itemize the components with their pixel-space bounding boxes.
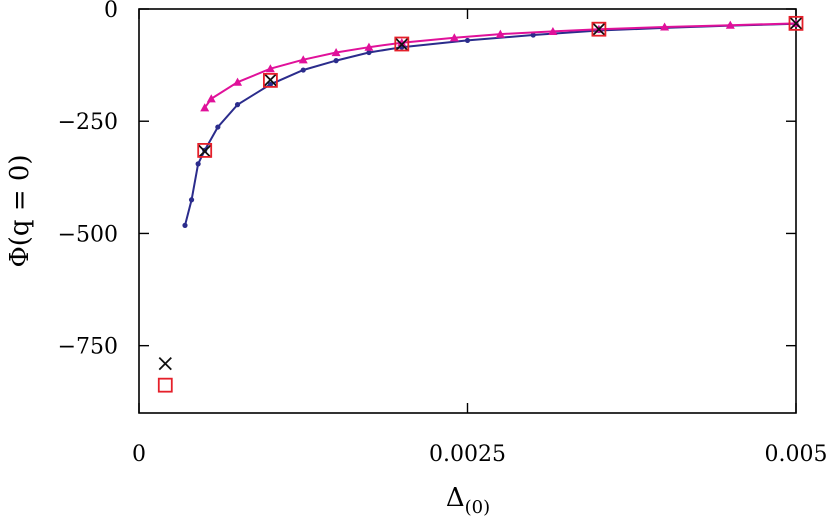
data-point — [200, 103, 210, 112]
data-point — [591, 21, 607, 37]
x-tick-label: 0.0025 — [429, 442, 506, 467]
data-point — [331, 48, 341, 57]
data-point — [195, 161, 201, 167]
data-point — [233, 77, 243, 86]
plot-frame — [138, 8, 797, 414]
series-line — [184, 22, 797, 226]
data-point — [725, 20, 735, 29]
y-tick-label: −500 — [58, 222, 118, 247]
data-point — [197, 142, 213, 158]
data-point — [788, 15, 804, 31]
data-point — [592, 22, 606, 36]
axis-ticks — [138, 8, 797, 413]
y-tick-label: −250 — [58, 110, 118, 135]
data-point — [198, 144, 212, 158]
data-point — [789, 16, 803, 31]
data-point — [366, 49, 372, 56]
data-point — [265, 64, 275, 73]
data-point — [530, 32, 536, 38]
data-point — [300, 67, 306, 73]
data-point — [263, 73, 278, 87]
data-point — [157, 377, 173, 393]
series-2 — [158, 16, 803, 371]
series-layer — [157, 15, 804, 393]
data-point — [206, 94, 216, 103]
data-point — [333, 58, 339, 64]
data-point — [548, 26, 558, 36]
x-tick-label: 0.005 — [765, 442, 828, 467]
data-point — [298, 55, 308, 64]
y-tick-label: 0 — [104, 0, 118, 23]
data-point — [495, 29, 505, 38]
data-point — [267, 81, 273, 88]
data-point — [234, 102, 241, 108]
tick-labels: 0 0.0025 0.005 0 −250 −500 −750 — [58, 0, 828, 467]
data-point — [215, 124, 221, 130]
data-point — [182, 222, 188, 228]
data-point — [158, 356, 172, 371]
data-point — [464, 37, 471, 44]
series-0 — [182, 21, 799, 228]
series-3 — [157, 15, 804, 393]
y-axis-title: Φ(q = 0) — [5, 154, 35, 267]
data-point — [660, 22, 670, 31]
data-point — [394, 36, 410, 52]
data-point — [188, 197, 195, 203]
y-tick-label: −750 — [58, 335, 118, 360]
data-point — [449, 33, 459, 42]
x-axis-title: Δ(0) — [446, 483, 490, 518]
data-point — [395, 37, 409, 52]
data-point — [397, 38, 407, 47]
x-tick-label: 0 — [132, 442, 146, 467]
x-axis-title-main: Δ — [446, 483, 465, 513]
x-axis-title-subscript: (0) — [465, 497, 491, 518]
series-1 — [200, 18, 801, 112]
data-point — [262, 72, 278, 88]
data-point — [364, 42, 374, 51]
